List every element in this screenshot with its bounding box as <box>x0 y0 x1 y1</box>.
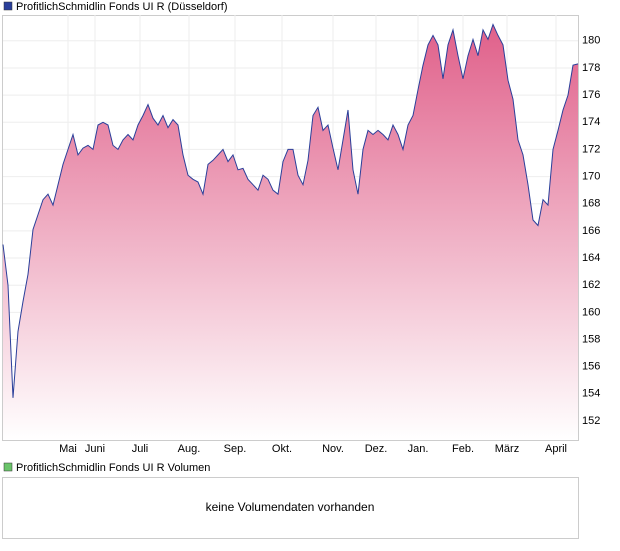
plot-frame <box>2 15 579 441</box>
y-tick-label: 156 <box>582 361 600 373</box>
y-tick-label: 178 <box>582 62 600 74</box>
y-tick-label: 176 <box>582 89 600 101</box>
x-tick-label: Nov. <box>322 443 344 455</box>
legend-swatch <box>3 462 13 472</box>
x-tick-label: Okt. <box>272 443 292 455</box>
x-tick-label: Dez. <box>365 443 388 455</box>
x-tick-label: Juli <box>132 443 149 455</box>
volume-frame <box>2 477 579 539</box>
y-tick-label: 162 <box>582 279 600 291</box>
y-tick-label: 180 <box>582 35 600 47</box>
y-tick-label: 154 <box>582 388 600 400</box>
y-tick-label: 160 <box>582 306 600 318</box>
x-tick-label: Mai <box>59 443 77 455</box>
x-tick-label: Jan. <box>408 443 429 455</box>
y-tick-label: 152 <box>582 415 600 427</box>
x-tick-label: April <box>545 443 567 455</box>
x-tick-label: März <box>495 443 519 455</box>
x-tick-label: Sep. <box>224 443 247 455</box>
price-line <box>2 23 579 398</box>
chart-title: ProfitlichSchmidlin Fonds UI R (Düsseldo… <box>16 1 228 13</box>
y-tick-label: 170 <box>582 170 600 182</box>
x-tick-label: Feb. <box>452 443 474 455</box>
y-tick-label: 164 <box>582 252 600 264</box>
area-fill <box>3 24 578 440</box>
y-tick-label: 158 <box>582 333 600 345</box>
volume-message: keine Volumendaten vorhanden <box>206 500 375 514</box>
y-tick-label: 174 <box>582 116 600 128</box>
volume-title: ProfitlichSchmidlin Fonds UI R Volumen <box>16 462 210 474</box>
y-tick-label: 172 <box>582 143 600 155</box>
legend-swatch <box>3 1 13 11</box>
x-tick-label: Juni <box>85 443 105 455</box>
y-tick-label: 168 <box>582 198 600 210</box>
y-tick-label: 166 <box>582 225 600 237</box>
x-tick-label: Aug. <box>178 443 201 455</box>
